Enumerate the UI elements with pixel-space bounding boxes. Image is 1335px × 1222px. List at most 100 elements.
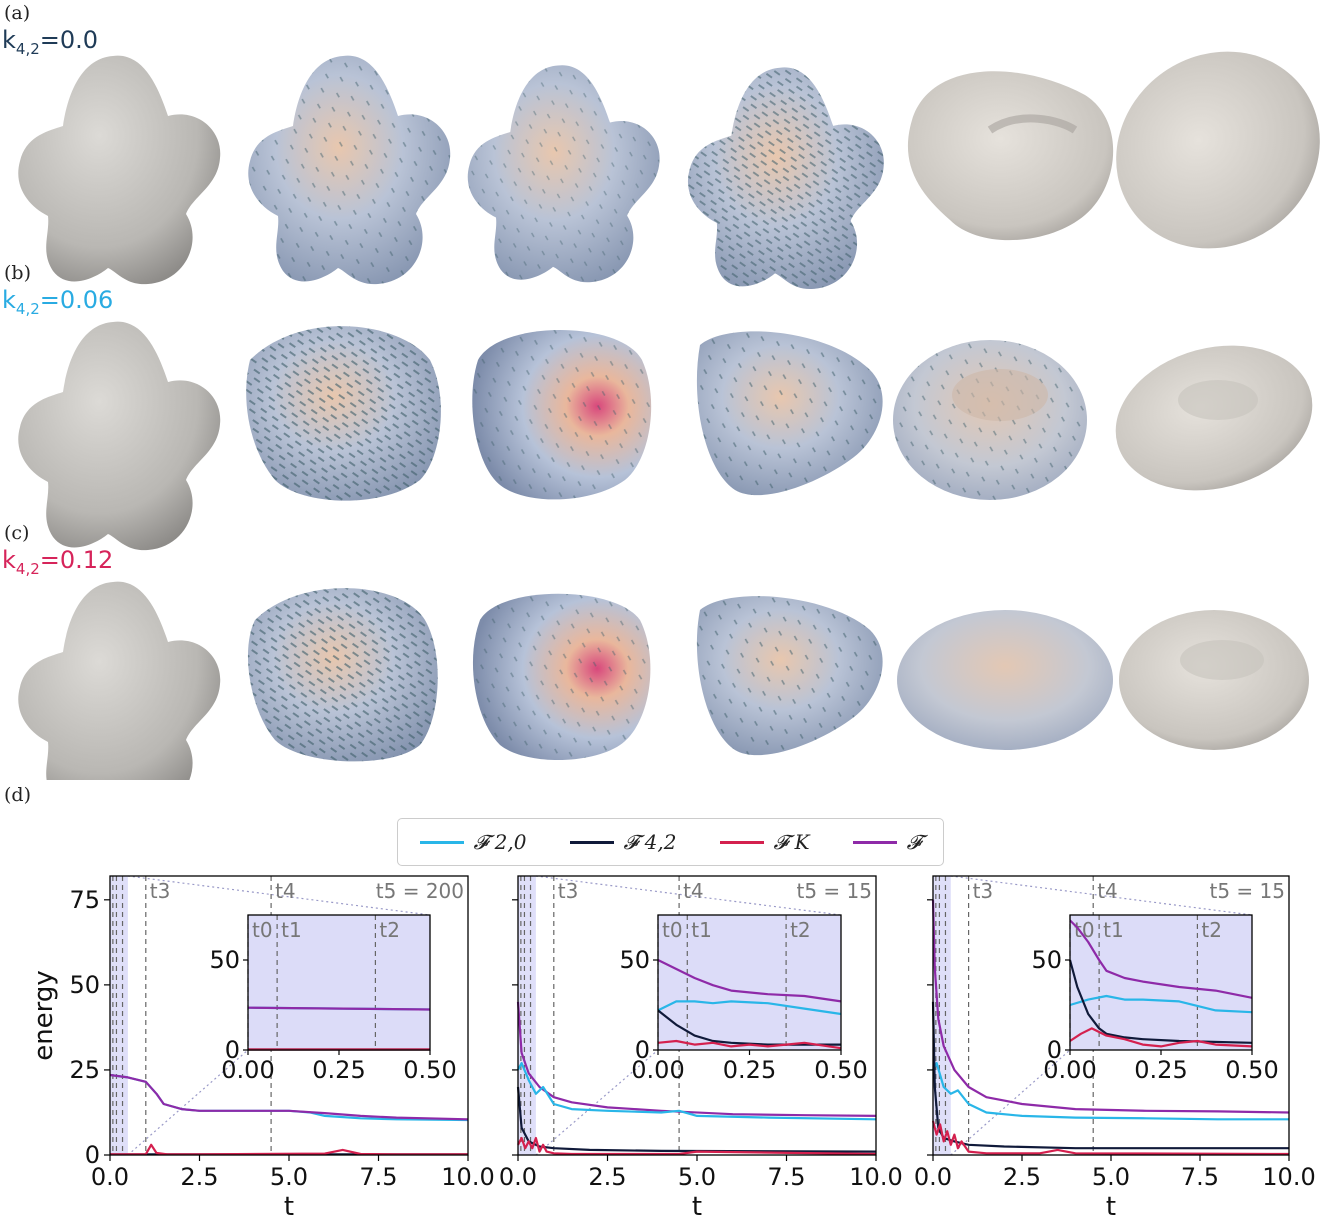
shape-a-2 bbox=[248, 55, 451, 285]
legend-label: 𝓕 2,0 bbox=[473, 830, 527, 854]
y-tick-label: 0 bbox=[85, 1141, 100, 1169]
legend-item-f42: 𝓕 4,2 bbox=[569, 830, 677, 854]
panel-label-c: (c) bbox=[4, 522, 30, 544]
inset-marker-label-t2: t2 bbox=[379, 918, 400, 942]
inset-y-tick-label: 0 bbox=[225, 1036, 240, 1064]
series-line-f20 bbox=[517, 1062, 877, 1121]
inset-marker-label-t1: t1 bbox=[281, 918, 302, 942]
shape-b-2 bbox=[246, 326, 441, 501]
panel-label-a: (a) bbox=[4, 2, 31, 24]
x-tick-label: 7.5 bbox=[359, 1163, 397, 1191]
t5-label: t5 = 15 bbox=[797, 879, 873, 903]
shape-b-6 bbox=[1115, 345, 1313, 491]
inset-series-line-f bbox=[1069, 919, 1253, 999]
zoom-connector-top bbox=[950, 875, 1253, 916]
series-line-f bbox=[516, 1001, 877, 1117]
inset-series-line-f20 bbox=[1069, 994, 1253, 1014]
zoom-connector-bottom bbox=[535, 1049, 659, 1156]
shape-a-6 bbox=[1116, 51, 1320, 249]
shape-a-3 bbox=[467, 65, 660, 283]
legend-item-f: 𝓕 bbox=[852, 830, 922, 854]
x-tick-label: 7.5 bbox=[1181, 1163, 1219, 1191]
shape-b-4 bbox=[696, 331, 883, 496]
legend-item-fk: 𝓕 K bbox=[719, 830, 810, 854]
k-sub: 4,2 bbox=[15, 559, 40, 578]
inset-y-tick-label: 50 bbox=[619, 946, 650, 974]
inset-marker-label-t0: t0 bbox=[252, 918, 273, 942]
panel-label-d: (d) bbox=[4, 784, 31, 806]
shape-b-3 bbox=[472, 330, 652, 500]
inset-x-tick-label: 0.00 bbox=[1043, 1056, 1096, 1084]
x-axis-label: t bbox=[284, 1192, 294, 1222]
series-line-fk bbox=[517, 1136, 877, 1156]
x-tick-label: 2.5 bbox=[588, 1163, 626, 1191]
series-line-f bbox=[931, 899, 1290, 1114]
k-label-c: k4,2=0.12 bbox=[2, 546, 113, 578]
inset-series-line-fk bbox=[657, 1039, 842, 1050]
inset-x-tick-label: 0.25 bbox=[723, 1056, 776, 1084]
y-tick-label: 25 bbox=[69, 1056, 100, 1084]
x-tick-label: 5.0 bbox=[1092, 1163, 1130, 1191]
inset-marker-label-t0: t0 bbox=[662, 918, 683, 942]
shape-c-4 bbox=[696, 596, 883, 756]
x-tick-label: 5.0 bbox=[270, 1163, 308, 1191]
inset-x-tick-label: 0.25 bbox=[312, 1056, 365, 1084]
marker-label-t3: t3 bbox=[150, 879, 171, 903]
marker-label-t3: t3 bbox=[558, 879, 579, 903]
x-tick-label: 10.0 bbox=[849, 1163, 902, 1191]
zoom-connector-bottom bbox=[127, 1049, 249, 1156]
series-line-f20 bbox=[932, 1062, 1289, 1121]
inset-series-line-f bbox=[247, 1006, 431, 1011]
t5-label: t5 = 200 bbox=[376, 879, 464, 903]
marker-label-t4: t4 bbox=[683, 879, 704, 903]
marker-label-t3: t3 bbox=[973, 879, 994, 903]
inset-y-tick-label: 50 bbox=[209, 946, 240, 974]
y-tick-label: 75 bbox=[69, 886, 100, 914]
inset-y-tick-label: 0 bbox=[635, 1036, 650, 1064]
legend-item-f20: 𝓕 2,0 bbox=[419, 830, 527, 854]
t5-label: t5 = 15 bbox=[1210, 879, 1286, 903]
zoom-window-shade bbox=[933, 876, 951, 1155]
zoom-window-shade bbox=[110, 876, 128, 1155]
k-value: =0.12 bbox=[39, 546, 114, 574]
x-tick-label: 10.0 bbox=[441, 1163, 494, 1191]
x-tick-label: 0.0 bbox=[499, 1163, 537, 1191]
inset-series-line-f20 bbox=[657, 1000, 842, 1016]
inset-y-tick-label: 0 bbox=[1047, 1036, 1062, 1064]
x-tick-label: 0.0 bbox=[91, 1163, 129, 1191]
series-line-f bbox=[109, 1073, 469, 1121]
inset-series-line-f42 bbox=[657, 1009, 841, 1046]
inset-marker-label-t2: t2 bbox=[1201, 918, 1222, 942]
shapes-render bbox=[18, 51, 1320, 780]
legend-swatch bbox=[419, 840, 464, 844]
inset-background bbox=[248, 915, 430, 1050]
inset-x-tick-label: 0.50 bbox=[1225, 1056, 1278, 1084]
k-label-a: k4,2=0.0 bbox=[2, 26, 98, 58]
inset-series-line-f42 bbox=[1068, 959, 1253, 1044]
shape-a-5 bbox=[907, 71, 1114, 241]
inset-x-tick-label: 0.00 bbox=[221, 1056, 274, 1084]
legend-swatch bbox=[719, 840, 764, 844]
legend-swatch bbox=[852, 840, 897, 844]
inset-marker-label-t1: t1 bbox=[691, 918, 712, 942]
marker-label-t4: t4 bbox=[275, 879, 296, 903]
series-line-f42 bbox=[931, 1001, 1289, 1150]
y-tick-label: 50 bbox=[69, 971, 100, 999]
k-value: =0.06 bbox=[39, 286, 114, 314]
k-prefix: k bbox=[2, 546, 16, 574]
x-tick-label: 7.5 bbox=[767, 1163, 805, 1191]
k-sub: 4,2 bbox=[15, 299, 40, 318]
inset-x-tick-label: 0.00 bbox=[631, 1056, 684, 1084]
legend-label: 𝓕 bbox=[906, 830, 922, 854]
marker-label-t4: t4 bbox=[1097, 879, 1118, 903]
x-tick-label: 5.0 bbox=[678, 1163, 716, 1191]
inset-series-line-f bbox=[657, 959, 842, 1003]
inset-background bbox=[658, 915, 841, 1050]
inset-marker-label-t0: t0 bbox=[1074, 918, 1095, 942]
k-label-b: k4,2=0.06 bbox=[2, 286, 113, 318]
legend-swatch bbox=[569, 840, 614, 844]
shape-c-2 bbox=[247, 588, 438, 762]
inset-x-tick-label: 0.25 bbox=[1134, 1056, 1187, 1084]
legend-label: 𝓕 4,2 bbox=[623, 830, 677, 854]
